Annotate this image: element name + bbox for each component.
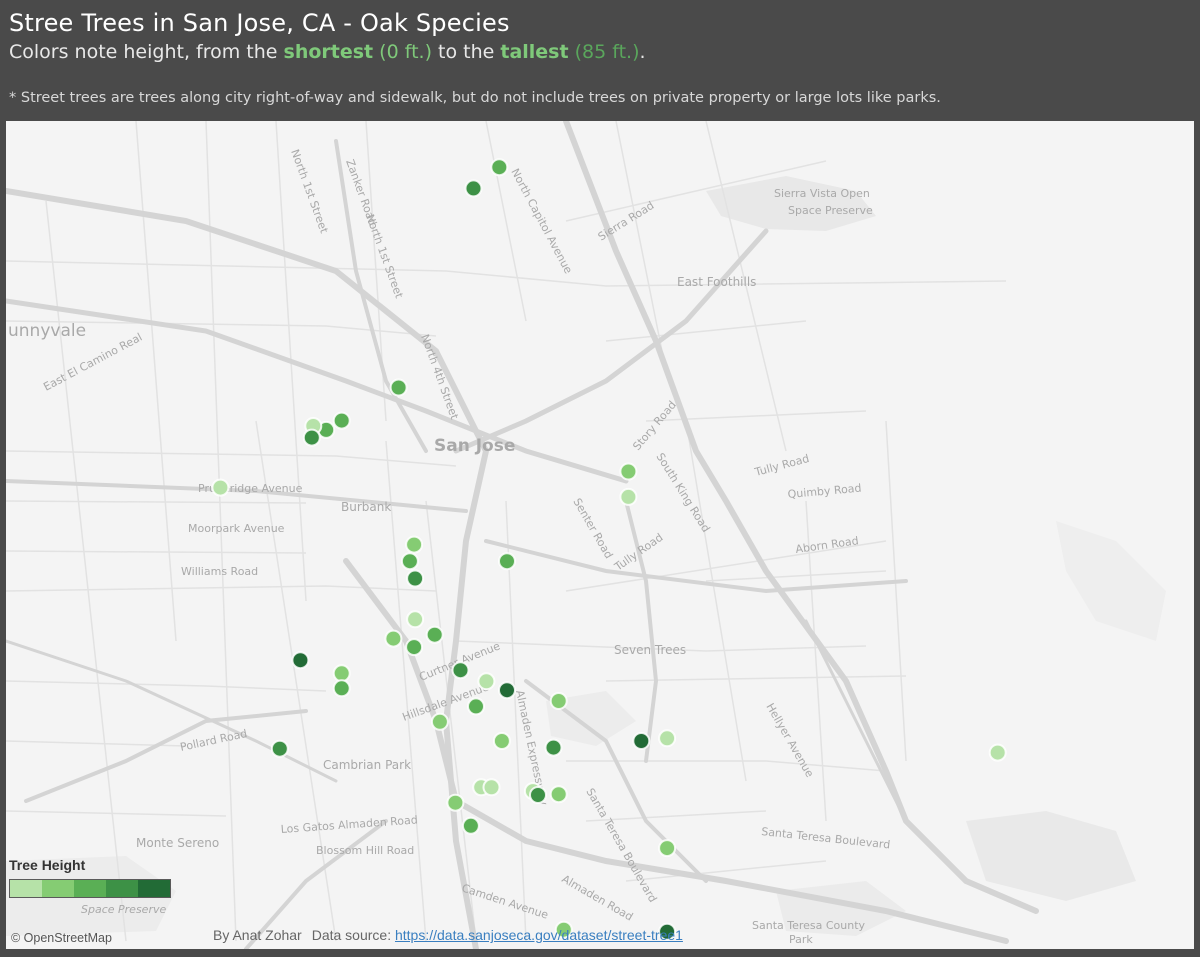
label-williams: Williams Road — [181, 565, 258, 578]
credits: By Anat Zohar Data source: https://data.s… — [213, 927, 683, 943]
legend-swatch-1 — [10, 880, 42, 897]
page-title: Stree Trees in San Jose, CA - Oak Specie… — [9, 9, 510, 37]
tree-marker[interactable] — [446, 793, 465, 812]
tree-marker[interactable] — [270, 739, 289, 758]
tree-marker[interactable] — [384, 629, 403, 648]
tree-marker[interactable] — [332, 664, 351, 683]
tree-marker[interactable] — [464, 179, 483, 198]
park-areas — [6, 176, 1166, 936]
legend-swatch-3 — [74, 880, 106, 897]
label-seven-trees: Seven Trees — [614, 643, 686, 657]
label-hellyer: Hellyer Avenue — [763, 701, 816, 780]
label-aborn: Aborn Road — [795, 534, 860, 556]
tree-points-layer — [211, 158, 1007, 941]
tree-marker[interactable] — [477, 672, 496, 691]
minor-roads — [6, 121, 1007, 942]
tree-marker[interactable] — [529, 786, 547, 804]
tree-marker[interactable] — [498, 552, 516, 571]
label-los-gatos-almaden: Los Gatos Almaden Road — [280, 813, 418, 836]
label-space-preserve-bottom: Space Preserve — [81, 903, 166, 916]
tree-marker[interactable] — [658, 839, 677, 858]
tallest-value: (85 ft.) — [568, 41, 640, 63]
label-sunnyvale: unnyvale — [8, 321, 86, 341]
map-panel[interactable]: unnyvale East El Camino Real San Jose Bu… — [6, 121, 1194, 949]
label-cambrian-park: Cambrian Park — [323, 758, 411, 772]
label-north-1st-2: North 1st Street — [363, 213, 406, 301]
tree-marker[interactable] — [430, 712, 449, 731]
tree-marker[interactable] — [302, 428, 321, 447]
tree-marker[interactable] — [658, 729, 677, 748]
legend-swatch-4 — [106, 880, 138, 897]
tree-marker[interactable] — [461, 816, 480, 835]
legend: Tree Height — [9, 857, 171, 898]
tree-marker[interactable] — [211, 478, 230, 497]
map-canvas[interactable]: unnyvale East El Camino Real San Jose Bu… — [6, 121, 1194, 949]
tree-marker[interactable] — [389, 378, 408, 397]
label-tully-road-east: Tully Road — [752, 452, 810, 479]
data-source-link[interactable]: https://data.sanjoseca.gov/dataset/stree… — [394, 927, 683, 943]
author-credit: By Anat Zohar — [213, 927, 302, 943]
legend-swatch-2 — [42, 880, 74, 897]
tree-marker[interactable] — [549, 692, 568, 710]
legend-swatch-5 — [138, 880, 170, 897]
label-monte-sereno: Monte Sereno — [136, 836, 219, 850]
label-sierra-vista: Sierra Vista Open — [774, 187, 870, 200]
tree-marker[interactable] — [632, 732, 651, 750]
tree-marker[interactable] — [425, 625, 444, 644]
tree-marker[interactable] — [988, 743, 1007, 762]
label-north-capitol: North Capitol Avenue — [508, 166, 575, 276]
tree-marker[interactable] — [498, 681, 516, 700]
tree-marker[interactable] — [658, 922, 677, 941]
data-source-label: Data source: — [311, 927, 392, 943]
legend-title: Tree Height — [9, 857, 86, 873]
tree-marker[interactable] — [490, 158, 509, 177]
tree-marker[interactable] — [549, 785, 568, 804]
label-blossom-hill: Blossom Hill Road — [316, 844, 414, 857]
label-quimby: Quimby Road — [787, 482, 862, 501]
tree-marker[interactable] — [405, 535, 424, 554]
footnote: * Street trees are trees along city righ… — [9, 90, 941, 106]
label-east-foothills: East Foothills — [677, 275, 756, 289]
label-park: Park — [789, 933, 813, 946]
label-space-preserve: Space Preserve — [788, 204, 873, 217]
header: Stree Trees in San Jose, CA - Oak Specie… — [0, 0, 1200, 121]
tree-marker[interactable] — [619, 487, 638, 506]
subtitle: Colors note height, from the shortest (0… — [9, 41, 646, 63]
label-san-jose: San Jose — [434, 436, 515, 456]
tree-marker[interactable] — [482, 778, 501, 797]
label-story-road: Story Road — [630, 398, 679, 452]
tree-marker[interactable] — [332, 679, 351, 698]
label-almaden-road: Almaden Road — [560, 872, 636, 923]
tree-marker[interactable] — [451, 661, 470, 680]
major-roads — [6, 121, 1039, 949]
label-moorpark: Moorpark Avenue — [188, 522, 285, 535]
tree-marker[interactable] — [492, 732, 511, 750]
tree-marker[interactable] — [406, 569, 425, 588]
tallest-word: tallest — [500, 41, 569, 63]
tree-marker[interactable] — [619, 462, 638, 481]
label-santa-teresa-county: Santa Teresa County — [752, 919, 866, 932]
subtitle-prefix: Colors note height, from the — [9, 41, 284, 63]
osm-attribution: © OpenStreetMap — [11, 931, 112, 945]
tree-marker[interactable] — [291, 651, 310, 670]
shortest-word: shortest — [283, 41, 374, 63]
label-senter: Senter Road — [570, 496, 615, 561]
label-north-1st: North 1st Street — [288, 148, 331, 236]
tree-marker[interactable] — [400, 552, 419, 571]
label-tully-road-west: Tully Road — [611, 531, 665, 574]
tree-marker[interactable] — [467, 697, 485, 716]
label-burbank: Burbank — [341, 500, 391, 514]
label-santa-teresa-blvd-east: Santa Teresa Boulevard — [761, 825, 891, 851]
shortest-value: (0 ft.) — [373, 41, 432, 63]
tree-marker[interactable] — [405, 638, 424, 657]
tree-marker[interactable] — [406, 610, 425, 629]
subtitle-suffix: . — [639, 41, 646, 63]
tree-marker[interactable] — [332, 411, 351, 430]
map-labels: unnyvale East El Camino Real San Jose Bu… — [8, 148, 891, 946]
subtitle-middle: to the — [431, 41, 501, 63]
legend-color-scale — [9, 879, 171, 898]
label-santa-teresa-blvd-west: Santa Teresa Boulevard — [583, 786, 659, 905]
tree-marker[interactable] — [554, 920, 573, 939]
tree-marker[interactable] — [544, 738, 563, 757]
